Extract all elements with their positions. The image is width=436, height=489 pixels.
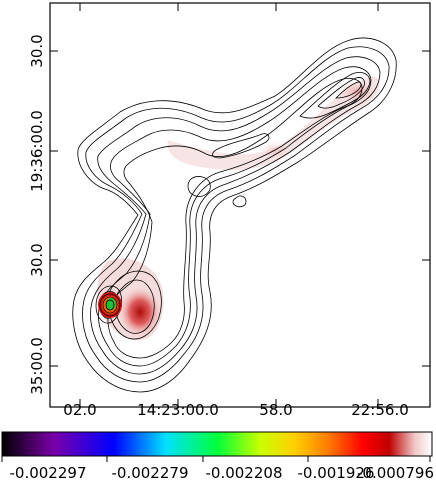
x-tick-label: 02.0	[63, 401, 96, 419]
frame-ticks	[50, 3, 430, 407]
colorbar: -0.002297 -0.002279 -0.002208 -0.001926 …	[1, 431, 434, 482]
contour-lines	[72, 37, 397, 393]
colorbar-tick-label: -0.002297	[10, 464, 87, 482]
colorbar-tick-label: -0.002208	[206, 464, 283, 482]
x-tick-label: 22:56.0	[351, 401, 409, 419]
map-frame	[49, 2, 431, 408]
y-tick-label: 35:00.0	[28, 337, 46, 395]
core-emission	[118, 286, 162, 338]
colorbar-tick-label: -0.001926	[298, 464, 375, 482]
colorbar-gradient	[1, 431, 433, 457]
x-tick-label: 14:23:00.0	[137, 401, 219, 419]
colorbar-tick-label: -0.000796	[357, 464, 434, 482]
x-tick-label: 58.0	[259, 401, 292, 419]
colorbar-ticks	[1, 456, 431, 462]
contour-outer	[72, 37, 397, 393]
core-hotspot	[98, 292, 122, 318]
y-tick-label: 19:36:00.0	[28, 110, 46, 192]
colorbar-tick-label: -0.002279	[112, 464, 189, 482]
y-tick-label: 30.0	[28, 34, 46, 67]
map-image	[72, 37, 397, 393]
y-tick-label: 30.0	[28, 243, 46, 276]
